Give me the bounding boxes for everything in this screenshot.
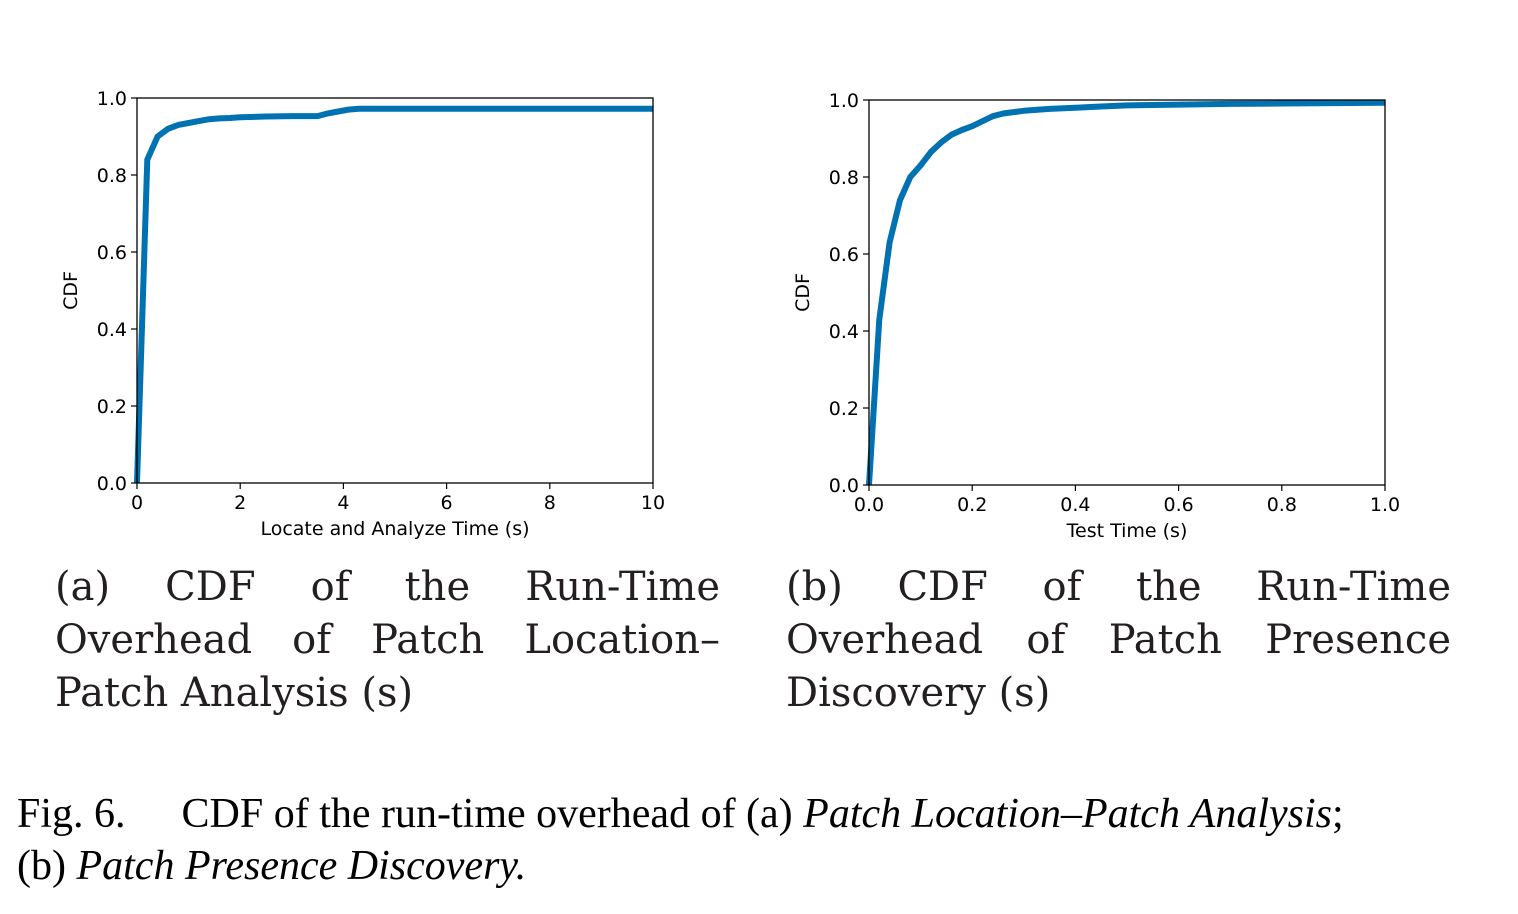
figure-plots: 0 2 4 6 8 10 0.0 0.2 0.4 0.6 0.8 1.0 Locate and Anal… xyxy=(60,88,1400,542)
y-tick-label-b: 0.0 xyxy=(829,475,859,497)
figure-caption-italic-1: Patch Location–Patch Analysis xyxy=(803,791,1333,837)
y-tick-label-b: 0.6 xyxy=(829,244,859,266)
x-tick-label-b: 1.0 xyxy=(1370,494,1400,516)
cdf-line-b xyxy=(866,99,1386,486)
subcaption-b: (b) CDF of the Run-Time Overhead of Patc… xyxy=(786,561,1451,720)
x-tick-label-a: 10 xyxy=(641,492,665,514)
y-tick-label-a: 0.2 xyxy=(97,396,127,418)
figure-caption-text-3: (b) xyxy=(17,843,77,889)
x-tick-label-a: 4 xyxy=(337,492,349,514)
x-tick-label-b: 0.6 xyxy=(1163,494,1193,516)
x-tick-label-a: 8 xyxy=(544,492,556,514)
plot-b: 0.0 0.2 0.4 0.6 0.8 1.0 0.0 0.2 0.4 0.6 0.8 1.0 Test… xyxy=(792,90,1400,542)
x-tick-label-a: 6 xyxy=(441,492,453,514)
y-tick-label-b: 0.2 xyxy=(829,398,859,420)
subcaption-b-text: (b) CDF of the Run-Time Overhead of Patc… xyxy=(786,564,1451,716)
x-tick-label-b: 0.8 xyxy=(1267,494,1297,516)
figure-caption-italic-2: Patch Presence Discovery. xyxy=(76,843,527,889)
figure-caption: Fig. 6. CDF of the run-time overhead of (… xyxy=(17,788,1507,892)
x-tick-label-b: 0.2 xyxy=(957,494,987,516)
x-tick-label-b: 0.0 xyxy=(854,494,884,516)
x-tick-label-a: 0 xyxy=(131,492,143,514)
x-axis-title-a: Locate and Analyze Time (s) xyxy=(260,518,529,540)
plot-frame-b xyxy=(868,99,1386,486)
y-tick-label-b: 0.8 xyxy=(829,167,859,189)
y-axis-title-b: CDF xyxy=(792,273,814,312)
y-axis-title-a: CDF xyxy=(60,271,82,310)
y-tick-label-b: 0.4 xyxy=(829,321,859,343)
subcaption-a-text: (a) CDF of the Run-Time Overhead of Patc… xyxy=(55,564,720,716)
figure-caption-text-2: ; xyxy=(1332,791,1344,837)
plot-frame-a xyxy=(136,97,654,484)
x-tick-label-b: 0.4 xyxy=(1060,494,1090,516)
cdf-line-a xyxy=(134,105,653,484)
subcaption-a: (a) CDF of the Run-Time Overhead of Patc… xyxy=(55,561,720,720)
figure-caption-text-1: CDF of the run-time overhead of (a) xyxy=(181,791,804,837)
x-axis-title-b: Test Time (s) xyxy=(1066,520,1188,542)
y-tick-label-a: 0.0 xyxy=(97,473,127,495)
x-tick-label-a: 2 xyxy=(234,492,246,514)
y-tick-label-a: 0.8 xyxy=(97,165,127,187)
y-tick-label-a: 0.4 xyxy=(97,319,127,341)
y-tick-label-b: 1.0 xyxy=(829,90,859,112)
y-tick-label-a: 0.6 xyxy=(97,242,127,264)
figure-label: Fig. 6. xyxy=(17,791,126,837)
y-tick-label-a: 1.0 xyxy=(97,88,127,110)
plot-a: 0 2 4 6 8 10 0.0 0.2 0.4 0.6 0.8 1.0 Locate and Anal… xyxy=(60,88,665,540)
